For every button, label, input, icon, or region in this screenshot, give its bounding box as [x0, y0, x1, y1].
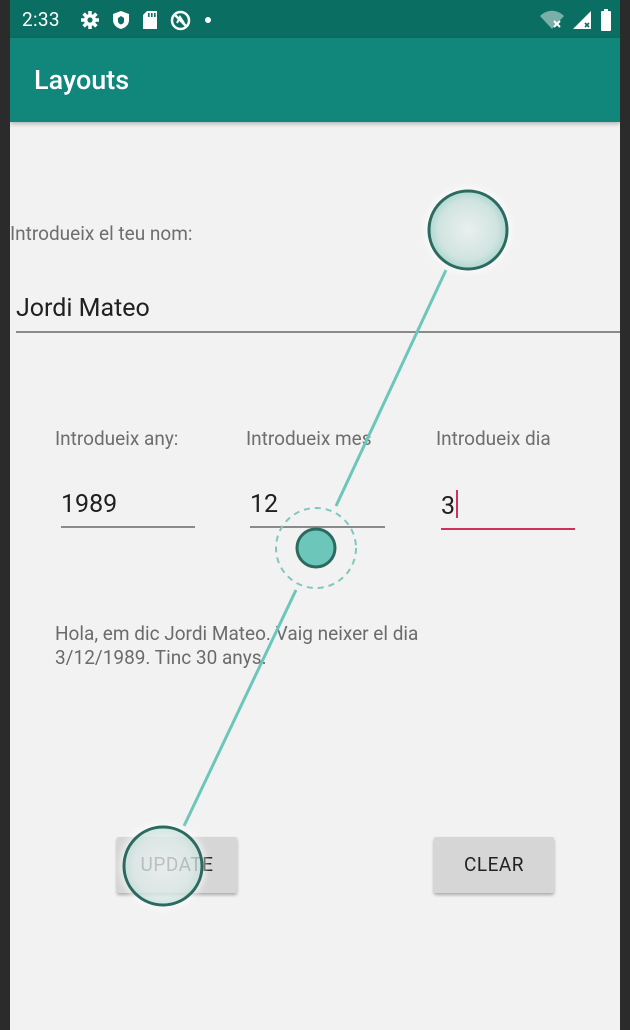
month-input-value: 12	[250, 490, 279, 519]
wifi-off-icon	[540, 10, 564, 29]
update-button[interactable]: UPDATE	[117, 837, 237, 893]
status-time: 2:33	[22, 8, 60, 31]
name-label: Introdueix el teu nom:	[10, 222, 193, 245]
day-label: Introdueix dia	[436, 427, 551, 450]
app-title: Layouts	[34, 64, 130, 96]
battery-icon	[601, 9, 611, 31]
year-input[interactable]: 1989	[61, 490, 195, 528]
year-input-value: 1989	[61, 490, 118, 519]
name-input[interactable]: Jordi Mateo	[16, 294, 620, 333]
month-label: Introdueix mes	[246, 427, 372, 450]
app-bar: Layouts	[10, 38, 620, 122]
status-icons-right	[540, 8, 612, 32]
cell-signal-icon	[573, 11, 591, 29]
device-screen: 2:33	[10, 0, 620, 1030]
name-input-value: Jordi Mateo	[16, 294, 150, 323]
do-not-disturb-icon	[170, 10, 191, 30]
month-input[interactable]: 12	[250, 490, 385, 528]
greeting-message: Hola, em dic Jordi Mateo. Vaig neixer el…	[55, 622, 419, 669]
status-icons-left	[80, 8, 213, 32]
year-label: Introdueix any:	[55, 427, 179, 450]
notification-dot-icon	[205, 17, 211, 23]
text-caret	[456, 490, 459, 518]
settings-gear-icon	[81, 11, 99, 29]
clear-button[interactable]: CLEAR	[434, 837, 554, 893]
shield-icon	[113, 11, 129, 29]
day-input[interactable]: 3	[441, 490, 575, 530]
status-bar: 2:33	[10, 0, 620, 38]
sd-card-icon	[143, 11, 157, 29]
day-input-value: 3	[441, 492, 456, 521]
